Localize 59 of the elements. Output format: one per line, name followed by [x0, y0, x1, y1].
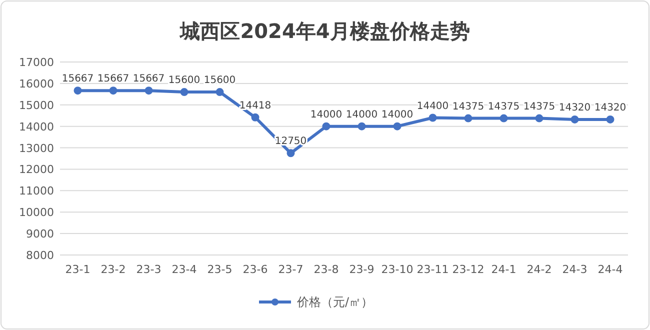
- point: [500, 114, 508, 122]
- x-tick-label: 23-6: [242, 263, 268, 276]
- point: [180, 88, 188, 96]
- x-tick-label: 23-3: [136, 263, 162, 276]
- data-label: 15667: [97, 74, 130, 85]
- x-tick-label: 23-1: [65, 263, 90, 276]
- point: [216, 88, 224, 96]
- x-tick-label: 23-9: [349, 263, 374, 276]
- legend-label: 价格（元/㎡）: [296, 295, 374, 309]
- data-label: 14000: [381, 109, 414, 120]
- x-tick-label: 23-7: [278, 263, 304, 276]
- y-tick-label: 17000: [19, 56, 54, 69]
- y-tick-label: 13000: [19, 142, 54, 155]
- y-tick-label: 10000: [19, 206, 54, 220]
- y-tick-label: 8000: [26, 249, 54, 262]
- data-label: 14320: [594, 102, 626, 114]
- x-tick-label: 23-2: [100, 263, 126, 276]
- data-label: 15667: [132, 74, 165, 85]
- y-tick-label: 12000: [19, 163, 54, 176]
- data-label: 14000: [310, 109, 342, 120]
- data-label: 14418: [239, 100, 272, 112]
- x-tick-label: 23-12: [452, 263, 484, 276]
- point: [358, 122, 366, 130]
- x-tick-label: 24-4: [598, 263, 623, 276]
- point: [322, 122, 330, 130]
- x-tick-label: 23-8: [314, 263, 339, 276]
- y-tick-label: 14000: [19, 120, 54, 134]
- x-tick-label: 24-2: [526, 263, 552, 276]
- chart-title: 城西区2024年4月楼盘价格走势: [179, 19, 470, 43]
- x-tick-label: 24-3: [562, 263, 588, 276]
- x-tick-label: 24-1: [491, 263, 516, 276]
- data-label: 14000: [346, 109, 378, 120]
- data-label: 14375: [488, 101, 520, 112]
- point: [109, 86, 118, 95]
- point: [570, 115, 579, 124]
- data-label: 15667: [62, 74, 94, 85]
- data-label: 15600: [204, 75, 236, 86]
- data-label: 14320: [558, 102, 591, 114]
- x-tick-label: 23-11: [416, 263, 449, 276]
- y-tick-label: 16000: [19, 77, 54, 90]
- y-tick-label: 15000: [19, 98, 54, 112]
- point: [286, 149, 295, 158]
- x-tick-label: 23-5: [207, 263, 232, 276]
- point: [606, 115, 614, 124]
- data-label: 14375: [452, 101, 484, 112]
- data-label: 15600: [168, 75, 200, 86]
- point: [144, 86, 153, 95]
- point: [251, 113, 260, 122]
- data-label: 14400: [416, 100, 449, 112]
- y-tick-label: 11000: [19, 184, 54, 198]
- point: [428, 114, 437, 122]
- point: [393, 122, 402, 130]
- point: [464, 114, 472, 122]
- x-tick-label: 23-10: [381, 263, 414, 276]
- data-label: 14375: [523, 101, 556, 112]
- y-tick-label: 9000: [26, 228, 54, 241]
- point: [535, 114, 544, 122]
- point: [74, 86, 82, 95]
- x-tick-label: 23-4: [172, 263, 197, 276]
